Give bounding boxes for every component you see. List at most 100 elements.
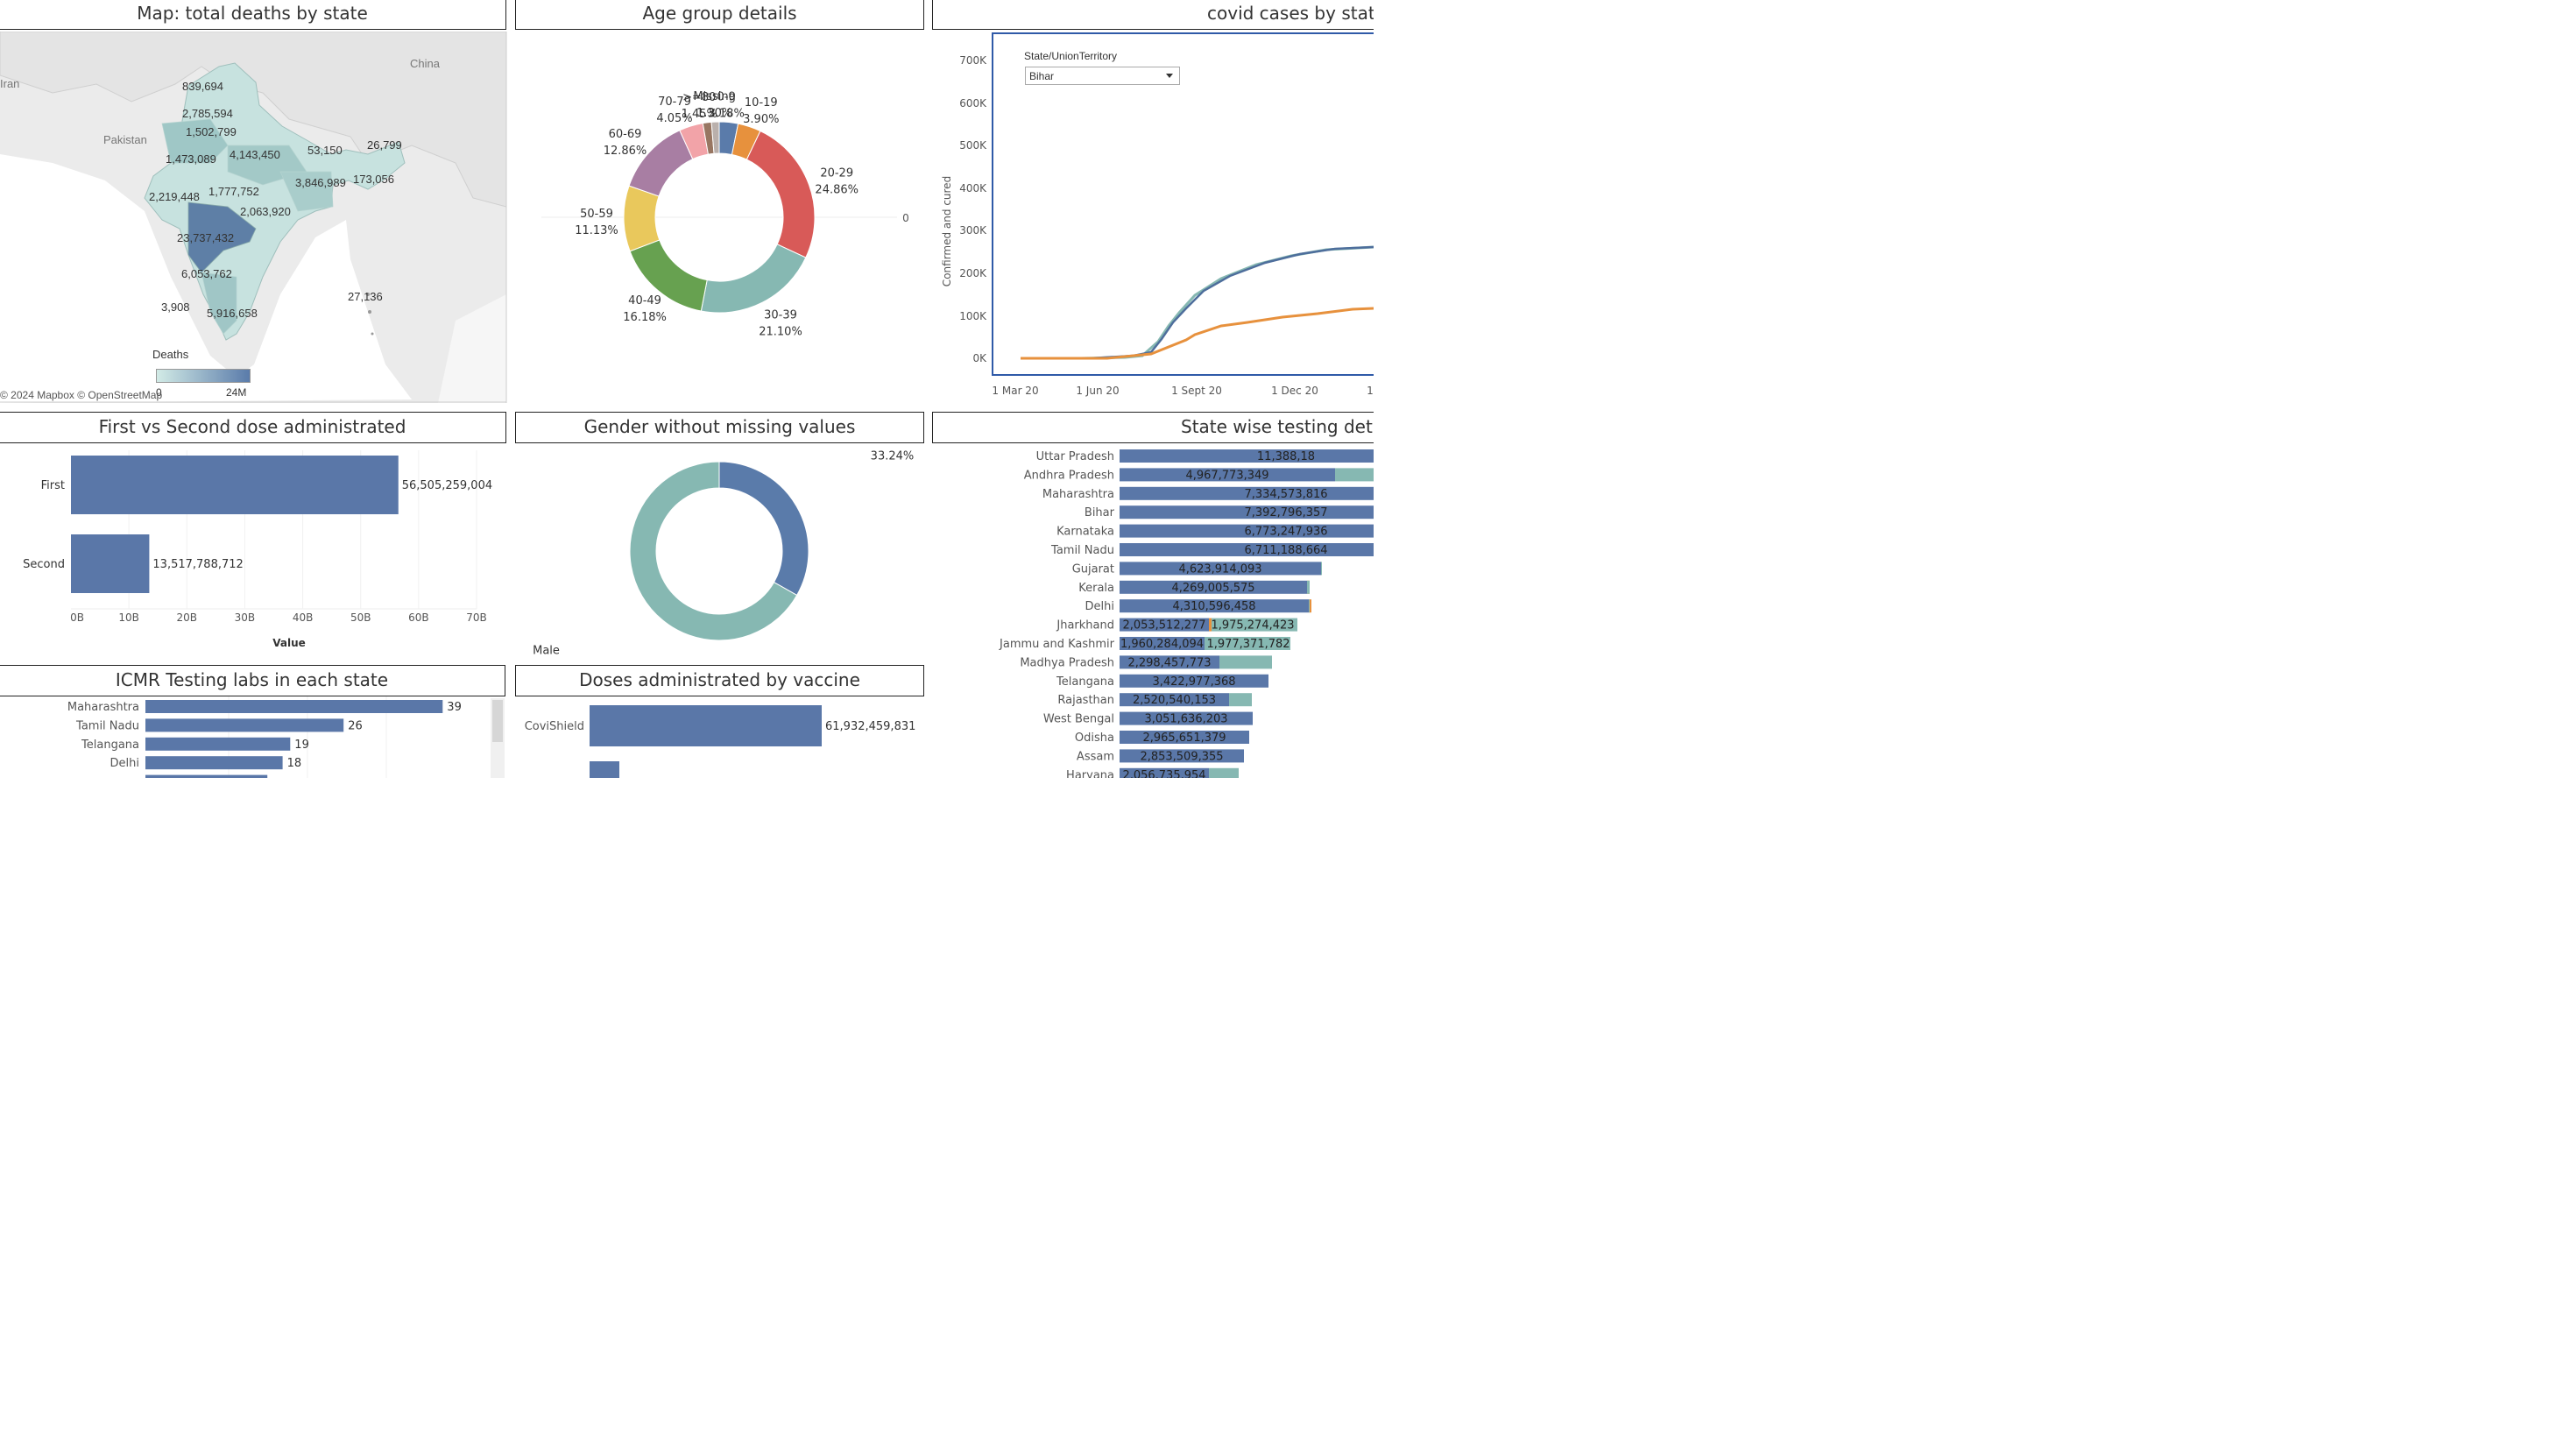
testing-bar[interactable]	[1120, 468, 1335, 482]
state-filter-value: Bihar	[1029, 70, 1055, 82]
y-tick: 400K	[959, 182, 987, 194]
map-panel: Map: total deaths by state Iran Pakistan…	[0, 0, 508, 405]
age-slice-label: 70-79	[658, 95, 691, 109]
labs-scrollbar[interactable]	[491, 698, 505, 778]
testing-bar-segment[interactable]	[1219, 655, 1272, 669]
dose-panel: First vs Second dose administrated 0B 10B…	[0, 410, 508, 659]
y-tick: 700K	[959, 54, 987, 67]
country-label-pakistan: Pakistan	[103, 133, 147, 146]
testing-bar[interactable]	[1120, 731, 1249, 744]
vaccine-bar[interactable]	[590, 761, 619, 778]
labs-panel: ICMR Testing labs in each state Maharash…	[0, 663, 508, 778]
testing-bar[interactable]	[1120, 599, 1309, 613]
testing-bar-segment[interactable]	[1229, 693, 1252, 707]
testing-bar-chart[interactable]: Uttar Pradesh 11,388,18 Andhra Pradesh 4,96…	[932, 445, 1374, 778]
map-value-label: 2,785,594	[182, 107, 233, 120]
gender-slice[interactable]	[629, 461, 798, 641]
country-label-china: China	[410, 57, 440, 70]
age-donut-chart[interactable]: 0 0-9 3.18%10-19 3.90% 20-29 24.86% 30-39 21.1…	[513, 32, 925, 399]
labs-bar[interactable]	[145, 700, 443, 713]
cases-line-chart[interactable]: Confirmed and cured 700K 600K 500K 400K …	[932, 28, 1374, 405]
map-value-label: 27,136	[348, 290, 383, 303]
dose-bar[interactable]	[71, 534, 150, 593]
age-slice-pct: 12.86%	[604, 145, 647, 158]
testing-bar[interactable]	[1120, 580, 1307, 594]
cases-title: covid cases by state	[932, 0, 1374, 30]
labs-bar-chart[interactable]: Maharashtra 39 Tamil Nadu 26 Telangana 19 Delh…	[0, 696, 508, 778]
labs-bar[interactable]	[145, 718, 344, 732]
testing-bar-segment[interactable]	[1212, 618, 1297, 632]
testing-bar-segment[interactable]	[1321, 562, 1322, 576]
dose-x-tick: 60B	[408, 611, 429, 624]
testing-bar[interactable]	[1120, 505, 1374, 519]
dose-x-tick: 50B	[350, 611, 371, 624]
testing-bar[interactable]	[1120, 711, 1253, 725]
testing-state-label: Maharashtra	[1042, 488, 1114, 501]
dose-x-tick: 0B	[70, 611, 84, 624]
testing-bar-segment[interactable]	[1209, 767, 1239, 778]
testing-bar[interactable]	[1120, 543, 1374, 556]
vaccine-bar-chart[interactable]: CoviShield 61,932,459,831	[513, 696, 925, 778]
age-slice-pct: 3.18%	[709, 108, 745, 121]
testing-bar-segment[interactable]	[1205, 637, 1290, 650]
testing-bar-segment[interactable]	[1309, 599, 1310, 613]
vaccine-bar-value: 61,932,459,831	[825, 720, 915, 733]
testing-bar-segment[interactable]	[1309, 599, 1311, 613]
testing-bar[interactable]	[1120, 749, 1244, 763]
map-value-label: 3,846,989	[295, 176, 346, 189]
deaths-map[interactable]	[0, 32, 508, 403]
testing-bar-value: 4,623,914,093	[1178, 562, 1261, 576]
age-slice-pct: 11.13%	[575, 224, 618, 237]
testing-bar[interactable]	[1120, 486, 1374, 500]
x-tick: 1 Mar 20	[992, 385, 1038, 397]
labs-state-label: Maharashtra	[67, 701, 139, 714]
cases-y-axis-label: Confirmed and cured	[941, 176, 953, 286]
dose-x-tick: 20B	[177, 611, 198, 624]
map-value-label: 3,908	[161, 300, 190, 314]
state-filter-dropdown[interactable]: Bihar	[1025, 67, 1180, 85]
age-slice[interactable]	[710, 121, 720, 154]
labs-bar[interactable]	[145, 756, 283, 770]
testing-bar[interactable]	[1120, 693, 1229, 707]
age-slice[interactable]	[700, 244, 807, 314]
testing-bar[interactable]	[1120, 618, 1209, 632]
gender-donut-chart[interactable]: Female33.24%Male66.76%	[513, 443, 925, 659]
dose-bar-category: Second	[23, 558, 65, 571]
testing-bar[interactable]	[1120, 767, 1209, 778]
gender-slice[interactable]	[718, 461, 809, 597]
testing-bar[interactable]	[1120, 449, 1374, 463]
age-slice-label: >=80	[682, 91, 716, 104]
labs-state-label: Telangana	[81, 739, 139, 752]
age-slice[interactable]	[623, 185, 661, 252]
vaccine-bar[interactable]	[590, 705, 822, 746]
dose-bar-chart[interactable]: 0B 10B 20B 30B 40B 50B 60B 70B Value First 56,505,…	[0, 443, 508, 659]
dose-bar[interactable]	[71, 456, 399, 514]
map-value-label: 4,143,450	[230, 148, 280, 161]
testing-bar[interactable]	[1120, 562, 1321, 576]
map-value-label: 1,777,752	[208, 185, 259, 198]
testing-bar-segment[interactable]	[1209, 618, 1212, 632]
map-value-label: 839,694	[182, 80, 223, 93]
testing-bar-segment[interactable]	[1307, 580, 1310, 594]
testing-bar[interactable]	[1120, 655, 1219, 669]
testing-bar-value: 4,310,596,458	[1172, 600, 1255, 613]
testing-bar[interactable]	[1120, 524, 1374, 538]
labs-scrollbar-thumb[interactable]	[492, 700, 503, 742]
testing-bar[interactable]	[1120, 637, 1205, 650]
testing-bar[interactable]	[1120, 674, 1268, 688]
age-slice[interactable]	[745, 130, 816, 258]
dose-x-label: Value	[272, 637, 306, 649]
labs-bar[interactable]	[145, 774, 268, 778]
testing-state-label: West Bengal	[1043, 713, 1114, 726]
labs-bar[interactable]	[145, 737, 291, 751]
x-tick: 1 Jun 20	[1076, 385, 1119, 397]
x-tick: 1	[1367, 385, 1374, 397]
x-tick: 1 Dec 20	[1271, 385, 1318, 397]
testing-bar-segment[interactable]	[1335, 468, 1374, 482]
age-slice-label: 20-29	[820, 166, 853, 180]
dose-x-tick: 70B	[466, 611, 487, 624]
age-slice-label: 30-39	[764, 309, 797, 322]
age-slice-label: 10-19	[745, 96, 778, 110]
map-attribution[interactable]: © 2024 Mapbox © OpenStreetMap	[0, 389, 163, 401]
testing-state-label: Gujarat	[1072, 562, 1114, 576]
